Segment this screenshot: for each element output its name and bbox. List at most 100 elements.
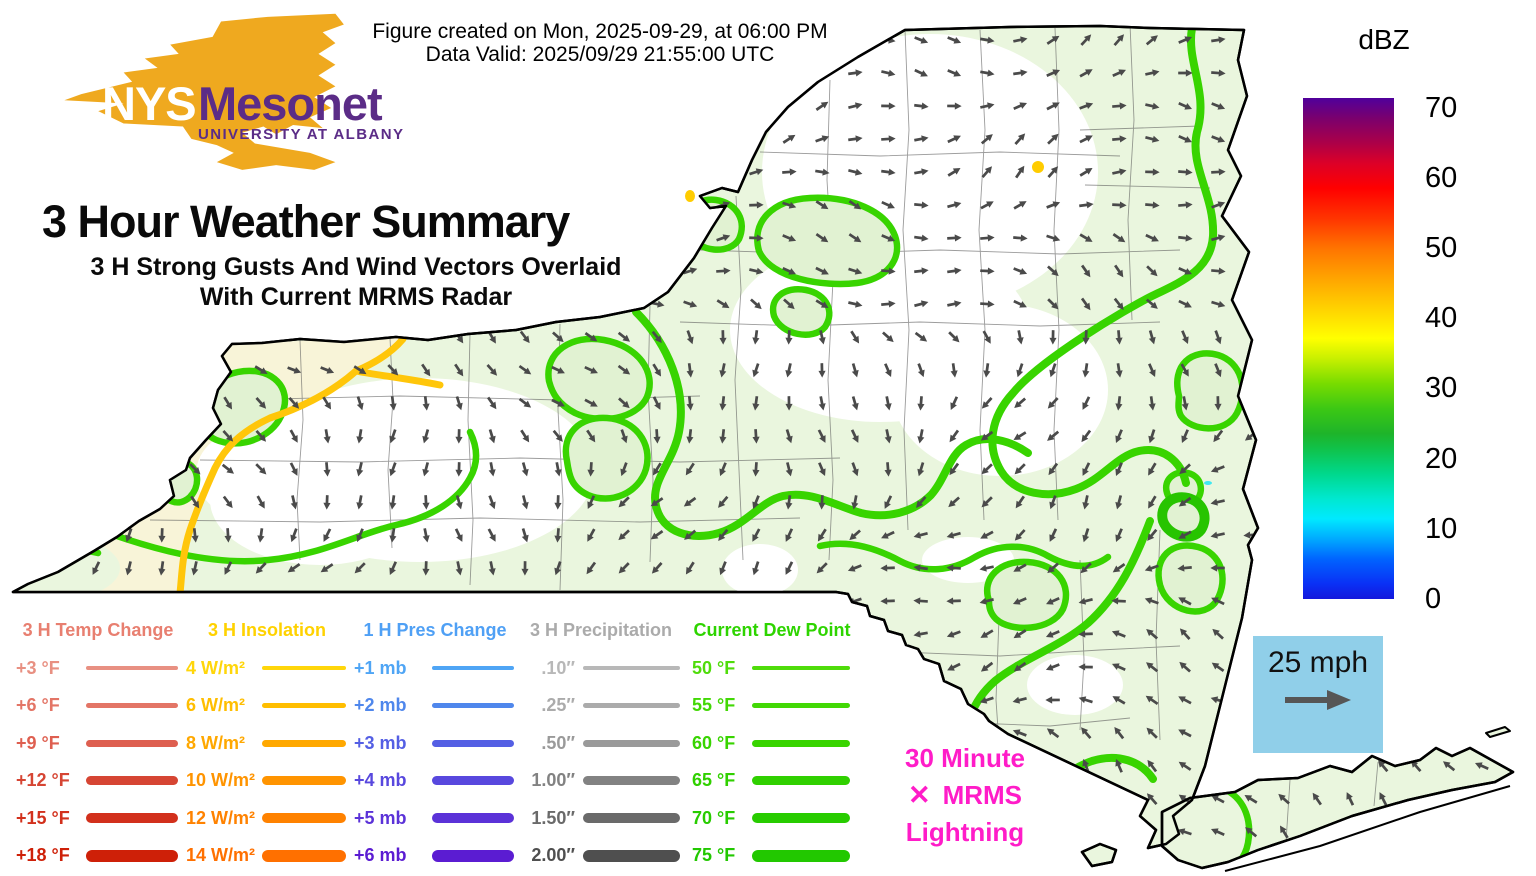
wind-vector-arrow-icon xyxy=(980,234,995,242)
wind-vector-arrow-icon xyxy=(749,234,764,242)
wind-vector-arrow-icon xyxy=(1145,201,1160,209)
wind-vector-arrow-icon xyxy=(1214,396,1222,411)
wind-vector-arrow-icon xyxy=(947,69,962,77)
wind-vector-arrow-icon xyxy=(881,200,895,209)
wind-vector-arrow-icon xyxy=(552,331,564,343)
wind-vector-arrow-icon xyxy=(320,563,334,573)
wind-vector-arrow-icon xyxy=(584,331,598,342)
wind-vector-arrow-icon xyxy=(948,496,960,508)
wind-vector-arrow-icon xyxy=(191,561,199,576)
legend-row: +6 °F xyxy=(16,695,178,716)
wind-vector-arrow-icon xyxy=(1210,828,1225,836)
wind-vector-arrow-icon xyxy=(1144,597,1159,605)
wind-vector-arrow-icon xyxy=(1379,792,1388,806)
wind-vector-arrow-icon xyxy=(818,462,826,477)
lightning-line-3: Lightning xyxy=(905,817,1025,847)
wind-vector-arrow-icon xyxy=(1013,661,1027,672)
wind-vector-arrow-icon xyxy=(521,462,529,477)
wind-vector-arrow-icon xyxy=(1112,135,1127,143)
legend-column-header: 3 H Precipitation xyxy=(529,620,673,640)
legend-row: 10 W/m² xyxy=(186,770,346,791)
legend-item-label: 10 W/m² xyxy=(186,770,256,790)
wind-vector-arrow-icon xyxy=(785,528,794,542)
legend-row: 1.00″ xyxy=(520,770,680,791)
wind-vector-arrow-icon xyxy=(1148,462,1157,476)
wind-vector-arrow-icon xyxy=(1047,298,1059,310)
wind-vector-arrow-icon xyxy=(618,562,630,574)
legend-item-label: +4 mb xyxy=(354,770,407,790)
wind-vector-arrow-icon xyxy=(1179,661,1191,673)
wind-vector-arrow-icon xyxy=(884,429,892,444)
wind-vector-arrow-icon xyxy=(290,528,298,543)
wind-vector-arrow-icon xyxy=(587,495,596,509)
wind-vector-arrow-icon xyxy=(454,363,464,377)
wind-vector-arrow-icon xyxy=(981,166,993,179)
wind-vector-arrow-icon xyxy=(1013,201,1027,210)
wind-vector-arrow-icon xyxy=(1013,234,1028,242)
wind-vector-arrow-icon xyxy=(716,234,731,242)
legend-item-label: 50 °F xyxy=(692,657,736,678)
legend-item-line xyxy=(432,739,514,747)
legend-item-line xyxy=(432,666,514,670)
wind-vector-arrow-icon xyxy=(1178,134,1192,143)
wind-vector-arrow-icon xyxy=(1145,233,1159,242)
legend-row: +15 °F xyxy=(16,808,178,828)
wind-vector-arrow-icon xyxy=(1049,528,1058,542)
wind-vector-arrow-icon xyxy=(1047,397,1059,409)
wind-vector-arrow-icon xyxy=(488,561,496,576)
wind-vector-arrow-icon xyxy=(1211,135,1226,143)
wind-vector-arrow-icon xyxy=(881,300,896,308)
legend-row: +3 mb xyxy=(354,733,514,753)
wind-vector-arrow-icon xyxy=(587,528,596,542)
wind-vector-arrow-icon xyxy=(1177,828,1192,836)
wind-vector-arrow-icon xyxy=(650,497,664,507)
wind-vector-arrow-icon xyxy=(1178,36,1193,44)
state-border xyxy=(11,24,1515,872)
wind-vector-arrow-icon xyxy=(652,462,662,476)
wind-vector-arrow-icon xyxy=(1012,696,1027,704)
wind-vector-arrow-icon xyxy=(224,528,232,543)
colorbar-tick-label: 40 xyxy=(1425,302,1458,335)
wind-vector-arrow-icon xyxy=(719,462,727,477)
wind-vector-arrow-icon xyxy=(584,365,598,374)
wind-vector-arrow-icon xyxy=(158,561,166,576)
wind-vector-arrow-icon xyxy=(683,267,698,275)
legend-column-header: 1 H Pres Change xyxy=(363,620,507,640)
wind-vector-arrow-icon xyxy=(1014,133,1026,145)
county-border xyxy=(149,517,801,523)
wind-vector-arrow-icon xyxy=(979,696,994,704)
colorbar-tick-label: 50 xyxy=(1425,232,1458,265)
legend-row: +9 °F xyxy=(16,733,178,753)
wind-vector-arrow-icon xyxy=(914,201,929,209)
wind-vector-arrow-icon xyxy=(1210,531,1225,539)
wind-vector-arrow-icon xyxy=(1179,628,1191,640)
wind-vector-arrow-icon xyxy=(653,429,661,444)
legend-item-line xyxy=(86,666,178,670)
legend-item-label: 55 °F xyxy=(692,695,736,715)
wind-vector-arrow-icon xyxy=(914,331,928,342)
wind-vector-arrow-icon xyxy=(389,462,397,477)
legend-item-line xyxy=(262,776,346,785)
wind-vector-arrow-icon xyxy=(1013,102,1028,110)
wind-vector-arrow-icon xyxy=(255,463,267,475)
wind-vector-arrow-icon xyxy=(848,102,863,110)
wind-vector-arrow-icon xyxy=(851,396,859,411)
wind-vector-arrow-icon xyxy=(125,561,133,576)
wind-vector-arrow-icon xyxy=(685,462,695,476)
wind-vector-arrow-icon xyxy=(1146,662,1159,673)
wind-vector-arrow-icon xyxy=(1013,431,1027,441)
wind-vector-arrow-icon xyxy=(1079,168,1093,177)
wind-reference-arrow-icon xyxy=(1285,690,1351,710)
logo-name: Mesonet xyxy=(198,77,383,130)
wind-vector-arrow-icon xyxy=(1210,498,1225,506)
wind-vector-arrow-icon xyxy=(782,234,797,242)
wind-vector-arrow-icon xyxy=(1015,165,1025,179)
wind-vector-arrow-icon xyxy=(287,366,302,374)
wind-vector-arrow-icon xyxy=(752,561,760,576)
wind-vector-arrow-icon xyxy=(651,330,662,343)
wind-vector-arrow-icon xyxy=(1046,234,1061,242)
wind-vector-arrow-icon xyxy=(1145,102,1160,110)
wind-vector-arrow-icon xyxy=(686,363,694,378)
wind-vector-arrow-icon xyxy=(1013,299,1027,308)
legend-item-line xyxy=(262,739,346,747)
